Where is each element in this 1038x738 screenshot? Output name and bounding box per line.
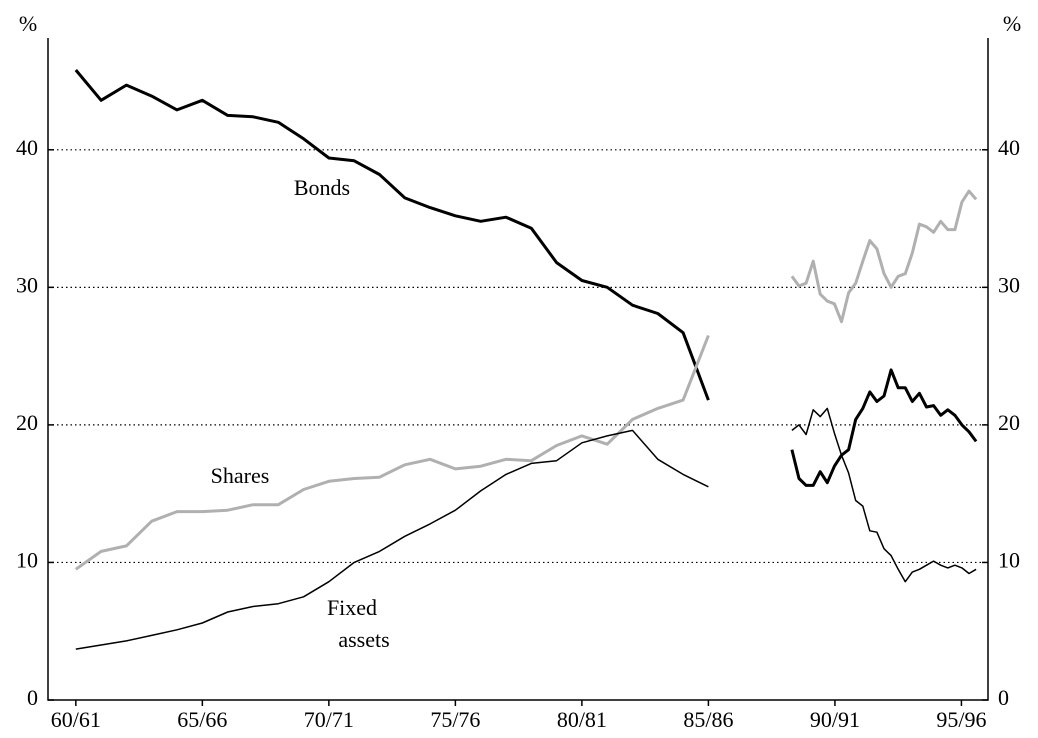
x-tick-label: 90/91 bbox=[810, 707, 860, 732]
x-tick-label: 95/96 bbox=[936, 707, 986, 732]
axis-frame bbox=[47, 38, 989, 701]
annotation: Bonds bbox=[294, 175, 350, 200]
y-tick-label: 20 bbox=[16, 410, 38, 435]
y2-axis-unit: % bbox=[1003, 11, 1021, 36]
y2-tick-label: 30 bbox=[998, 272, 1020, 297]
y-tick-label: 40 bbox=[16, 135, 38, 160]
y-tick-label: 30 bbox=[16, 272, 38, 297]
y-axis-unit: % bbox=[19, 11, 37, 36]
x-tick-label: 70/71 bbox=[304, 707, 354, 732]
annotation: Shares bbox=[211, 463, 270, 488]
y-tick-label: 10 bbox=[16, 547, 38, 572]
x-tick-label: 80/81 bbox=[557, 707, 607, 732]
x-tick-label: 60/61 bbox=[51, 707, 101, 732]
y2-tick-label: 40 bbox=[998, 135, 1020, 160]
annotation: Fixed bbox=[327, 595, 377, 620]
y2-tick-label: 20 bbox=[998, 410, 1020, 435]
series-line bbox=[75, 407, 977, 650]
series-line bbox=[74, 69, 978, 487]
series-line bbox=[74, 189, 978, 571]
x-tick-label: 85/86 bbox=[683, 707, 733, 732]
y2-tick-label: 10 bbox=[998, 547, 1020, 572]
x-tick-label: 65/66 bbox=[177, 707, 227, 732]
y-tick-label: 0 bbox=[27, 685, 38, 710]
y2-tick-label: 0 bbox=[998, 685, 1009, 710]
x-tick-label: 75/76 bbox=[430, 707, 480, 732]
annotation: assets bbox=[338, 627, 389, 652]
